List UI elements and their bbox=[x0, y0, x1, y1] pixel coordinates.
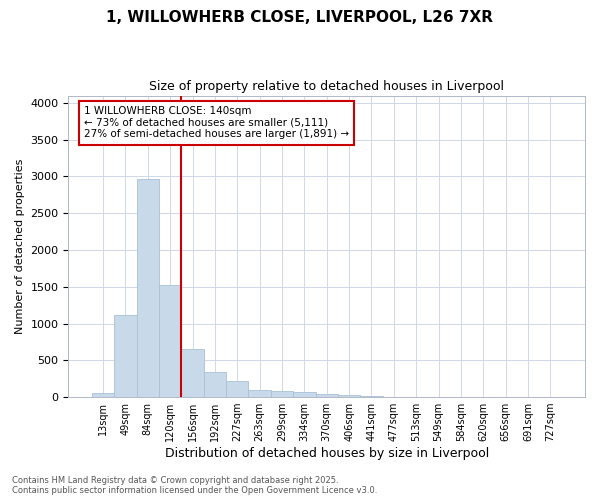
Bar bbox=[226, 382, 248, 397]
Y-axis label: Number of detached properties: Number of detached properties bbox=[15, 158, 25, 334]
Text: 1 WILLOWHERB CLOSE: 140sqm
← 73% of detached houses are smaller (5,111)
27% of s: 1 WILLOWHERB CLOSE: 140sqm ← 73% of deta… bbox=[84, 106, 349, 140]
Bar bbox=[181, 350, 204, 397]
Bar bbox=[204, 372, 226, 397]
X-axis label: Distribution of detached houses by size in Liverpool: Distribution of detached houses by size … bbox=[164, 447, 489, 460]
Bar bbox=[316, 394, 338, 397]
Title: Size of property relative to detached houses in Liverpool: Size of property relative to detached ho… bbox=[149, 80, 504, 93]
Bar bbox=[159, 286, 181, 397]
Bar bbox=[338, 395, 360, 397]
Bar bbox=[293, 392, 316, 397]
Bar bbox=[271, 391, 293, 397]
Text: Contains HM Land Registry data © Crown copyright and database right 2025.
Contai: Contains HM Land Registry data © Crown c… bbox=[12, 476, 377, 495]
Bar bbox=[92, 393, 114, 397]
Bar bbox=[137, 178, 159, 397]
Bar bbox=[248, 390, 271, 397]
Text: 1, WILLOWHERB CLOSE, LIVERPOOL, L26 7XR: 1, WILLOWHERB CLOSE, LIVERPOOL, L26 7XR bbox=[107, 10, 493, 25]
Bar bbox=[114, 316, 137, 397]
Bar bbox=[360, 396, 383, 397]
